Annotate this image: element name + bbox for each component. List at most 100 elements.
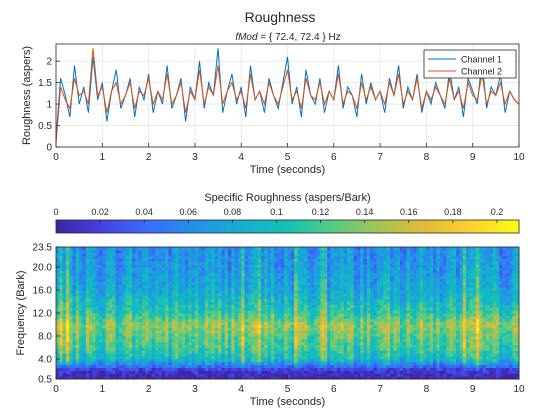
heatmap-cell <box>363 356 368 360</box>
heatmap-cell <box>155 267 160 271</box>
heatmap-cell <box>75 370 80 374</box>
heatmap-cell <box>118 284 123 288</box>
heatmap-cell <box>360 307 365 311</box>
heatmap-cell <box>132 347 136 351</box>
heatmap-cell <box>274 321 279 325</box>
heatmap-cell <box>224 321 229 325</box>
heatmap-cell <box>343 264 348 268</box>
heatmap-cell <box>363 327 368 331</box>
heatmap-cell <box>92 358 97 363</box>
heatmap-cell <box>224 301 229 305</box>
heatmap-cell <box>386 264 391 268</box>
heatmap-cell <box>221 264 226 268</box>
heatmap-cell <box>158 304 163 308</box>
heatmap-cell <box>65 376 70 380</box>
heatmap-cell <box>297 258 302 262</box>
heatmap-cell <box>56 249 60 254</box>
heatmap-cell <box>366 301 371 305</box>
heatmap-cell <box>122 315 126 320</box>
heatmap-cell <box>95 290 100 294</box>
heatmap-cell <box>115 278 120 282</box>
heatmap-cell <box>287 327 292 331</box>
heatmap-cell <box>393 353 398 357</box>
heatmap-cell <box>244 321 249 325</box>
heatmap-cell <box>241 315 246 320</box>
heatmap-cell <box>317 301 322 305</box>
heatmap-cell <box>267 301 272 305</box>
heatmap-cell <box>132 290 136 294</box>
heatmap-cell <box>175 373 179 377</box>
heatmap-cell <box>108 344 113 348</box>
heatmap-cell <box>115 370 120 374</box>
heatmap-cell <box>386 364 391 369</box>
heatmap-cell <box>317 347 322 351</box>
heatmap-cell <box>138 267 143 271</box>
heatmap-cell <box>340 252 345 257</box>
heatmap-cell <box>148 344 153 348</box>
heatmap-cell <box>224 298 229 303</box>
heatmap-cell <box>168 281 173 285</box>
colorbar-segment <box>356 220 362 233</box>
heatmap-cell <box>138 344 143 348</box>
heatmap-cell <box>135 333 140 337</box>
heatmap-cell <box>102 284 107 288</box>
heatmap-cell <box>333 272 338 277</box>
heatmap-cell <box>69 318 74 323</box>
heatmap-cell <box>65 330 70 334</box>
heatmap-cell <box>380 269 384 274</box>
heatmap-cell <box>89 373 93 377</box>
heatmap-cell <box>75 330 80 334</box>
heatmap-cell <box>380 364 384 369</box>
heatmap-cell <box>165 304 169 308</box>
heatmap-cell <box>59 330 64 334</box>
colorbar-segment <box>291 220 296 233</box>
heatmap-cell <box>337 327 341 331</box>
heatmap-cell <box>380 330 384 334</box>
heatmap-cell <box>168 292 173 297</box>
heatmap-cell <box>290 330 295 334</box>
heatmap-cell <box>112 361 117 366</box>
heatmap-cell <box>184 364 189 369</box>
heatmap-cell <box>373 269 378 274</box>
heatmap-cell <box>376 364 381 369</box>
heatmap-cell <box>247 298 252 303</box>
heatmap-cell <box>214 358 219 363</box>
heatmap-cell <box>294 361 298 366</box>
heatmap-cell <box>254 249 259 254</box>
heatmap-cell <box>370 287 374 291</box>
heatmap-cell <box>254 341 259 346</box>
heatmap-cell <box>102 321 107 325</box>
heatmap-cell <box>118 353 123 357</box>
heatmap-cell <box>297 290 302 294</box>
heatmap-cell <box>244 324 249 328</box>
heatmap-cell <box>227 321 232 325</box>
heatmap-cell <box>304 307 308 311</box>
heatmap-cell <box>102 364 107 369</box>
heatmap-cell <box>274 361 279 366</box>
heatmap-cell <box>390 258 394 262</box>
heatmap-cell <box>221 373 226 377</box>
heatmap-cell <box>290 373 295 377</box>
heatmap-cell <box>261 373 265 377</box>
heatmap-cell <box>132 330 136 334</box>
heatmap-cell <box>62 307 67 311</box>
heatmap-cell <box>141 341 146 346</box>
heatmap-cell <box>376 295 381 300</box>
heatmap-cell <box>204 338 209 343</box>
heatmap-cell <box>208 324 212 328</box>
heatmap-cell <box>237 278 242 282</box>
heatmap-cell <box>380 261 384 265</box>
heatmap-cell <box>386 292 391 297</box>
heatmap-cell <box>234 333 239 337</box>
heatmap-cell <box>340 373 345 377</box>
heatmap-cell <box>214 272 219 277</box>
heatmap-cell <box>393 318 398 323</box>
heatmap-cell <box>356 267 361 271</box>
heatmap-cell <box>135 304 140 308</box>
heatmap-cell <box>383 249 388 254</box>
heatmap-cell <box>333 350 338 354</box>
heatmap-cell <box>254 267 259 271</box>
heatmap-cell <box>343 301 348 305</box>
heatmap-cell <box>151 347 156 351</box>
heatmap-cell <box>148 310 153 314</box>
